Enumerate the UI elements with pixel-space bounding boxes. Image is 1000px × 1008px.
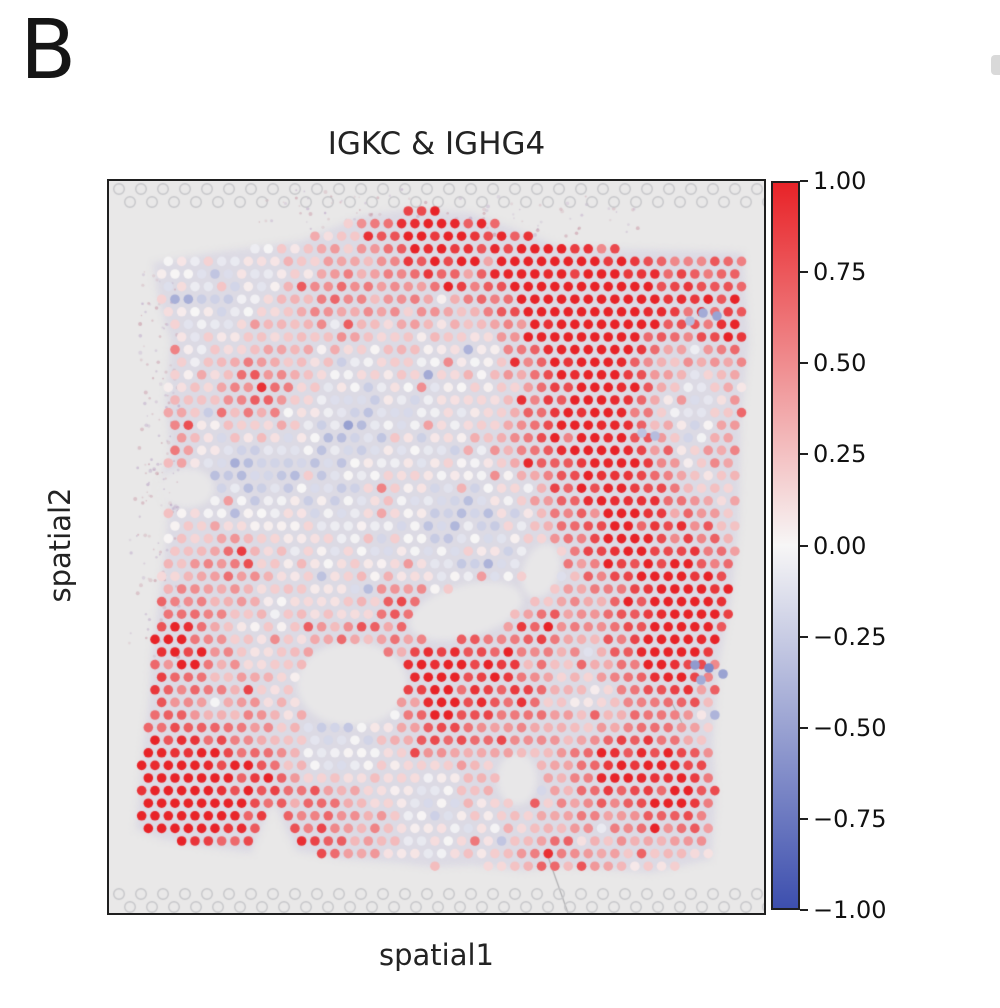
colorbar-tick-mark	[800, 726, 808, 729]
colorbar-tick-label: 1.00	[813, 167, 867, 195]
colorbar-tick-label: 0.25	[813, 440, 867, 469]
colorbar-tick-mark	[800, 453, 808, 456]
y-axis-label: spatial2	[43, 487, 77, 603]
colorbar-tick-label: −0.50	[813, 713, 887, 742]
colorbar-tick-mark	[800, 271, 808, 274]
colorbar-tick-mark	[800, 544, 808, 547]
colorbar-tick-label: −0.25	[813, 622, 887, 651]
colorbar-tick-label: −1.00	[813, 896, 887, 924]
x-axis-label: spatial1	[379, 938, 494, 972]
panel-label: B	[20, 3, 77, 98]
plot-area	[107, 179, 766, 915]
colorbar-tick-label: 0.75	[813, 258, 867, 287]
spatial-scatter-canvas	[109, 181, 764, 913]
colorbar-tick-mark	[800, 362, 808, 365]
colorbar-tick-mark	[800, 180, 808, 182]
chart-title: IGKC & IGHG4	[327, 126, 546, 162]
colorbar-gradient	[771, 181, 800, 910]
colorbar-tick-mark	[800, 909, 808, 911]
colorbar-tick-label: 0.50	[813, 349, 867, 378]
cropped-edge-fragment	[991, 55, 1000, 75]
colorbar-tick-label: 0.00	[813, 531, 867, 560]
colorbar-tick-label: −0.75	[813, 804, 887, 833]
colorbar-tick-mark	[800, 817, 808, 820]
colorbar-tick-mark	[800, 635, 808, 638]
